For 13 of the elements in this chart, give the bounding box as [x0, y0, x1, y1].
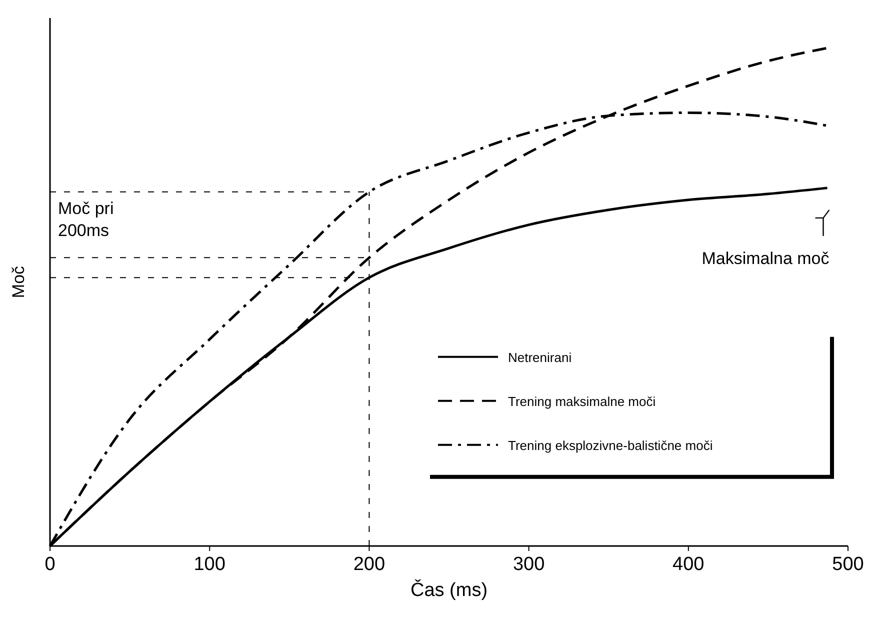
y-axis-title: Moč: [9, 265, 28, 298]
x-tick-label: 400: [672, 554, 704, 575]
x-tick-label: 100: [194, 554, 226, 575]
x-tick-label: 0: [44, 554, 56, 575]
legend-label: Trening eksplozivne-balistične moči: [508, 438, 713, 453]
x-tick-label: 200: [353, 554, 386, 575]
annotation: Maksimalna moč: [702, 248, 830, 268]
x-axis-title: Čas (ms): [410, 579, 488, 601]
x-tick-label: 300: [512, 554, 545, 575]
x-tick-label: 500: [832, 554, 864, 575]
annotation: Moč pri 200ms: [58, 198, 114, 240]
legend-label: Netrenirani: [508, 350, 572, 365]
legend-label: Trening maksimalne moči: [508, 394, 656, 409]
